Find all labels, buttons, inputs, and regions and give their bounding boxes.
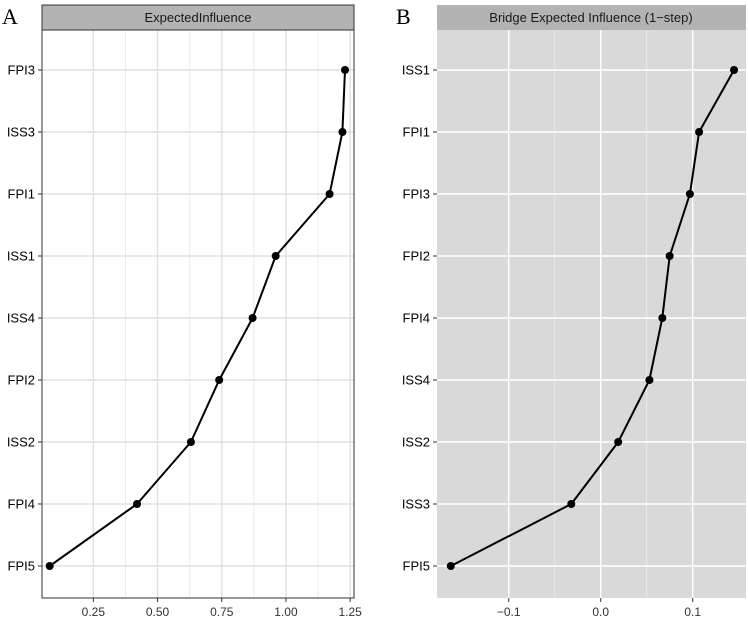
panel-a-strip [41, 4, 355, 31]
panel-a-point-iss3 [338, 128, 347, 136]
panel-b-x-ticks: −0.1 0.0 0.1 [497, 598, 701, 619]
panel-b-point-fpi5 [446, 562, 455, 570]
panel-b-y-tick-label: ISS4 [402, 373, 430, 388]
panel-b-y-ticks: ISS1 FPI1 FPI3 FPI2 FPI4 ISS4 ISS2 ISS3 FPI5 [402, 63, 437, 574]
panel-a-x-tick-label: 0.75 [210, 605, 234, 619]
panel-a: A ExpectedInfluence FPI3 ISS3 FPI1 ISS1 ISS4… [2, 4, 362, 619]
panel-a-point-fpi1 [325, 190, 334, 198]
panel-b-point-fpi2 [665, 252, 674, 260]
panel-a-y-tick-label: FPI1 [8, 187, 35, 202]
panel-b-grid [437, 30, 746, 598]
panel-a-x-tick-label: 1.25 [338, 605, 362, 619]
panel-b-y-tick-label: FPI4 [403, 311, 430, 326]
panel-a-border [41, 29, 355, 599]
panel-a-y-tick-label: FPI2 [8, 373, 35, 388]
panel-b-y-tick-label: ISS1 [402, 63, 430, 78]
panel-b-strip [437, 5, 746, 30]
panel-b-point-iss1 [730, 66, 739, 74]
panel-b-point-iss4 [645, 376, 654, 384]
panel-b-point-iss2 [614, 438, 623, 446]
panel-b-y-tick-label: ISS3 [402, 497, 430, 512]
panel-b-y-tick-label: ISS2 [402, 435, 430, 450]
panel-a-y-tick-label: FPI5 [8, 559, 35, 574]
panel-a-y-tick-label: ISS4 [7, 311, 35, 326]
panel-b-y-tick-label: FPI2 [403, 249, 430, 264]
panel-a-point-fpi4 [133, 500, 142, 508]
panel-a-y-tick-label: ISS3 [7, 125, 35, 140]
panel-a-title: ExpectedInfluence [145, 10, 252, 25]
panel-b-title: Bridge Expected Influence (1−step) [489, 10, 692, 25]
panel-b-x-tick-label: 0.0 [592, 605, 609, 619]
panel-a-series [45, 66, 350, 570]
panel-a-point-iss1 [271, 252, 280, 260]
panel-b-y-tick-label: FPI1 [403, 125, 430, 140]
panel-a-y-ticks: FPI3 ISS3 FPI1 ISS1 ISS4 FPI2 ISS2 FPI4 FPI5 [7, 63, 42, 574]
panel-a-y-tick-label: ISS2 [7, 435, 35, 450]
panel-a-plot-area [42, 30, 354, 598]
panel-b-point-fpi1 [695, 128, 704, 136]
panel-b-x-tick-label: 0.1 [684, 605, 701, 619]
panel-a-x-tick-label: 0.50 [146, 605, 170, 619]
panel-b-point-fpi3 [685, 190, 694, 198]
panel-a-point-iss4 [248, 314, 257, 322]
panel-a-point-fpi5 [45, 562, 54, 570]
panel-b-point-iss3 [567, 500, 576, 508]
panel-b-x-tick-label: −0.1 [497, 605, 521, 619]
panel-a-y-tick-label: FPI4 [8, 497, 35, 512]
panel-b-series [446, 66, 739, 570]
panel-a-y-tick-label: ISS1 [7, 249, 35, 264]
panel-a-point-iss2 [186, 438, 195, 446]
panel-b-point-fpi4 [658, 314, 667, 322]
panel-a-x-tick-label: 0.25 [82, 605, 106, 619]
panel-a-grid [42, 30, 354, 598]
panel-a-x-tick-label: 1.00 [274, 605, 298, 619]
panel-b-letter: B [396, 4, 411, 29]
panel-b-y-tick-label: FPI3 [403, 187, 430, 202]
panel-a-letter: A [2, 4, 18, 29]
panel-a-point-fpi2 [215, 376, 224, 384]
panel-b-plot-area [437, 30, 746, 598]
panel-a-x-ticks: 0.25 0.50 0.75 1.00 1.25 [82, 598, 362, 619]
panel-b: B Bridge Expected Influence (1−step) ISS… [396, 4, 746, 619]
panel-a-point-fpi3 [341, 66, 350, 74]
panel-b-y-tick-label: FPI5 [403, 559, 430, 574]
panel-a-y-tick-label: FPI3 [8, 63, 35, 78]
